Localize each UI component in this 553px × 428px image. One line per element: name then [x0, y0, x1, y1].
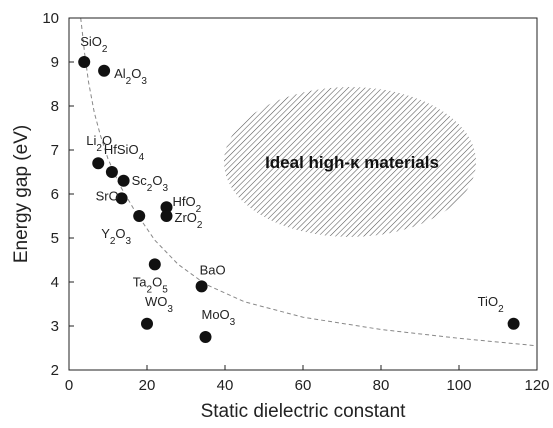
y-tick-label: 7 — [51, 142, 59, 159]
point-label: HfO2 — [173, 194, 202, 215]
x-tick-label: 120 — [524, 377, 549, 394]
x-tick-label: 80 — [373, 377, 390, 394]
data-point — [507, 317, 520, 330]
point-label: Sc2O3 — [132, 173, 169, 194]
ideal-region-label: Ideal high-κ materials — [265, 153, 439, 172]
y-tick-label: 9 — [51, 54, 59, 71]
y-axis: 2 3 4 5 6 7 8 9 10 — [42, 10, 74, 379]
point-label: MoO3 — [202, 307, 236, 328]
point-label: Y2O3 — [101, 226, 131, 247]
x-axis-title: Static dielectric constant — [201, 401, 407, 422]
data-point — [115, 192, 128, 205]
y-tick-label: 3 — [51, 318, 59, 335]
y-tick-label: 10 — [42, 10, 59, 27]
x-tick-label: 40 — [217, 377, 234, 394]
ideal-high-k-region: Ideal high-κ materials — [224, 87, 476, 237]
point-label: Li2O — [86, 133, 112, 154]
point-label: ZrO2 — [175, 210, 203, 231]
x-tick-label: 100 — [446, 377, 471, 394]
data-point — [98, 64, 111, 77]
point-label: SiO2 — [80, 34, 108, 55]
x-axis: 0 20 40 60 80 100 120 — [65, 365, 550, 394]
y-tick-label: 5 — [51, 230, 59, 247]
x-tick-label: 20 — [139, 377, 156, 394]
point-label: BaO — [200, 262, 226, 277]
point-label: TiO2 — [478, 294, 504, 315]
data-point — [105, 166, 118, 178]
x-tick-label: 0 — [65, 377, 73, 394]
y-tick-label: 4 — [51, 274, 59, 291]
data-point — [133, 210, 146, 222]
ideal-region-ellipse — [224, 87, 476, 237]
y-axis-title: Energy gap (eV) — [11, 125, 32, 263]
data-point — [117, 174, 130, 187]
data-point — [148, 258, 161, 271]
y-tick-label: 2 — [51, 362, 59, 379]
point-label: Ta2O5 — [133, 274, 168, 295]
x-tick-label: 60 — [295, 377, 312, 394]
data-point — [195, 280, 208, 293]
point-label: SrO — [96, 188, 119, 203]
point-label: Al2O3 — [114, 66, 147, 87]
y-tick-label: 8 — [51, 98, 59, 115]
data-point — [160, 210, 173, 222]
data-points — [78, 56, 520, 343]
data-point — [141, 317, 153, 330]
point-label: WO3 — [145, 294, 173, 315]
data-point — [92, 157, 105, 170]
y-tick-label: 6 — [51, 186, 59, 203]
data-point — [78, 56, 91, 68]
data-point — [160, 201, 173, 214]
data-point — [199, 331, 212, 343]
point-label: HfSiO4 — [104, 142, 145, 163]
